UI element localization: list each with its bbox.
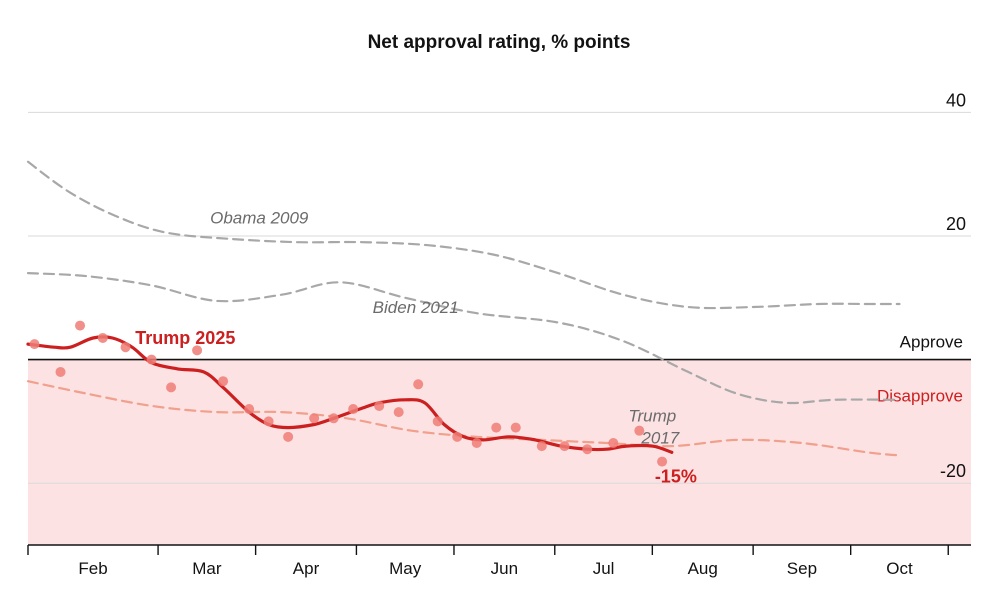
poll-point	[608, 438, 619, 449]
y-tick-label: 40	[946, 90, 966, 110]
poll-point	[348, 404, 359, 415]
poll-points	[29, 320, 668, 467]
poll-point	[432, 416, 443, 427]
x-tick-label-may: May	[389, 559, 422, 578]
poll-point	[413, 379, 424, 390]
poll-point	[471, 438, 482, 449]
x-axis: Feb Mar Apr May Jun Jul Aug Sep Oct	[27, 544, 971, 578]
series-label-trump-2017-line2: 2017	[640, 428, 679, 447]
poll-point	[536, 441, 547, 452]
series-label-trump-2025: Trump 2025	[135, 328, 235, 348]
series-labels: Obama 2009 Biden 2021 Trump 2017 Trump 2025 -…	[135, 209, 697, 487]
series-line-trump-2017	[26, 380, 901, 457]
poll-point	[491, 422, 502, 433]
poll-point	[263, 416, 274, 427]
poll-point	[559, 441, 570, 452]
series-line-obama-2009	[26, 160, 901, 310]
poll-point	[97, 332, 108, 343]
poll-point	[309, 413, 320, 424]
y-tick-label: -20	[940, 461, 966, 481]
poll-point	[146, 354, 157, 365]
poll-point	[218, 376, 229, 387]
chart-title: Net approval rating, % points	[368, 32, 631, 53]
poll-point	[120, 342, 131, 353]
disapprove-region	[28, 359, 971, 545]
x-tick-label-mar: Mar	[192, 559, 222, 578]
approve-label: Approve	[900, 333, 963, 352]
y-tick-label: 20	[946, 214, 966, 234]
series-label-biden-2021: Biden 2021	[373, 298, 459, 317]
poll-point	[166, 382, 177, 393]
x-tick-label-oct: Oct	[886, 559, 913, 578]
series-label-trump-2017-line1: Trump	[628, 406, 676, 425]
poll-point	[393, 407, 404, 418]
x-tick-label-feb: Feb	[78, 559, 107, 578]
poll-point	[657, 456, 668, 467]
x-tick-label-jul: Jul	[593, 559, 615, 578]
poll-point	[510, 422, 521, 433]
poll-point	[244, 404, 255, 415]
series-line-biden-2021	[26, 272, 901, 405]
disapprove-label: Disapprove	[877, 387, 963, 406]
poll-point	[283, 431, 294, 442]
y-axis-ticks: 40 20 -20	[940, 90, 966, 481]
x-tick-label-aug: Aug	[688, 559, 718, 578]
poll-point	[452, 431, 463, 442]
poll-point	[192, 345, 203, 356]
series-label-obama-2009: Obama 2009	[210, 209, 309, 228]
poll-point	[75, 320, 86, 331]
current-value-label: -15%	[655, 466, 697, 486]
poll-point	[374, 400, 385, 411]
x-tick-label-apr: Apr	[293, 559, 320, 578]
poll-point	[55, 366, 66, 377]
poll-point	[29, 339, 40, 350]
x-tick-label-jun: Jun	[491, 559, 518, 578]
x-tick-label-sep: Sep	[787, 559, 817, 578]
poll-point	[582, 444, 593, 455]
poll-point	[634, 425, 645, 436]
poll-point	[328, 413, 339, 424]
